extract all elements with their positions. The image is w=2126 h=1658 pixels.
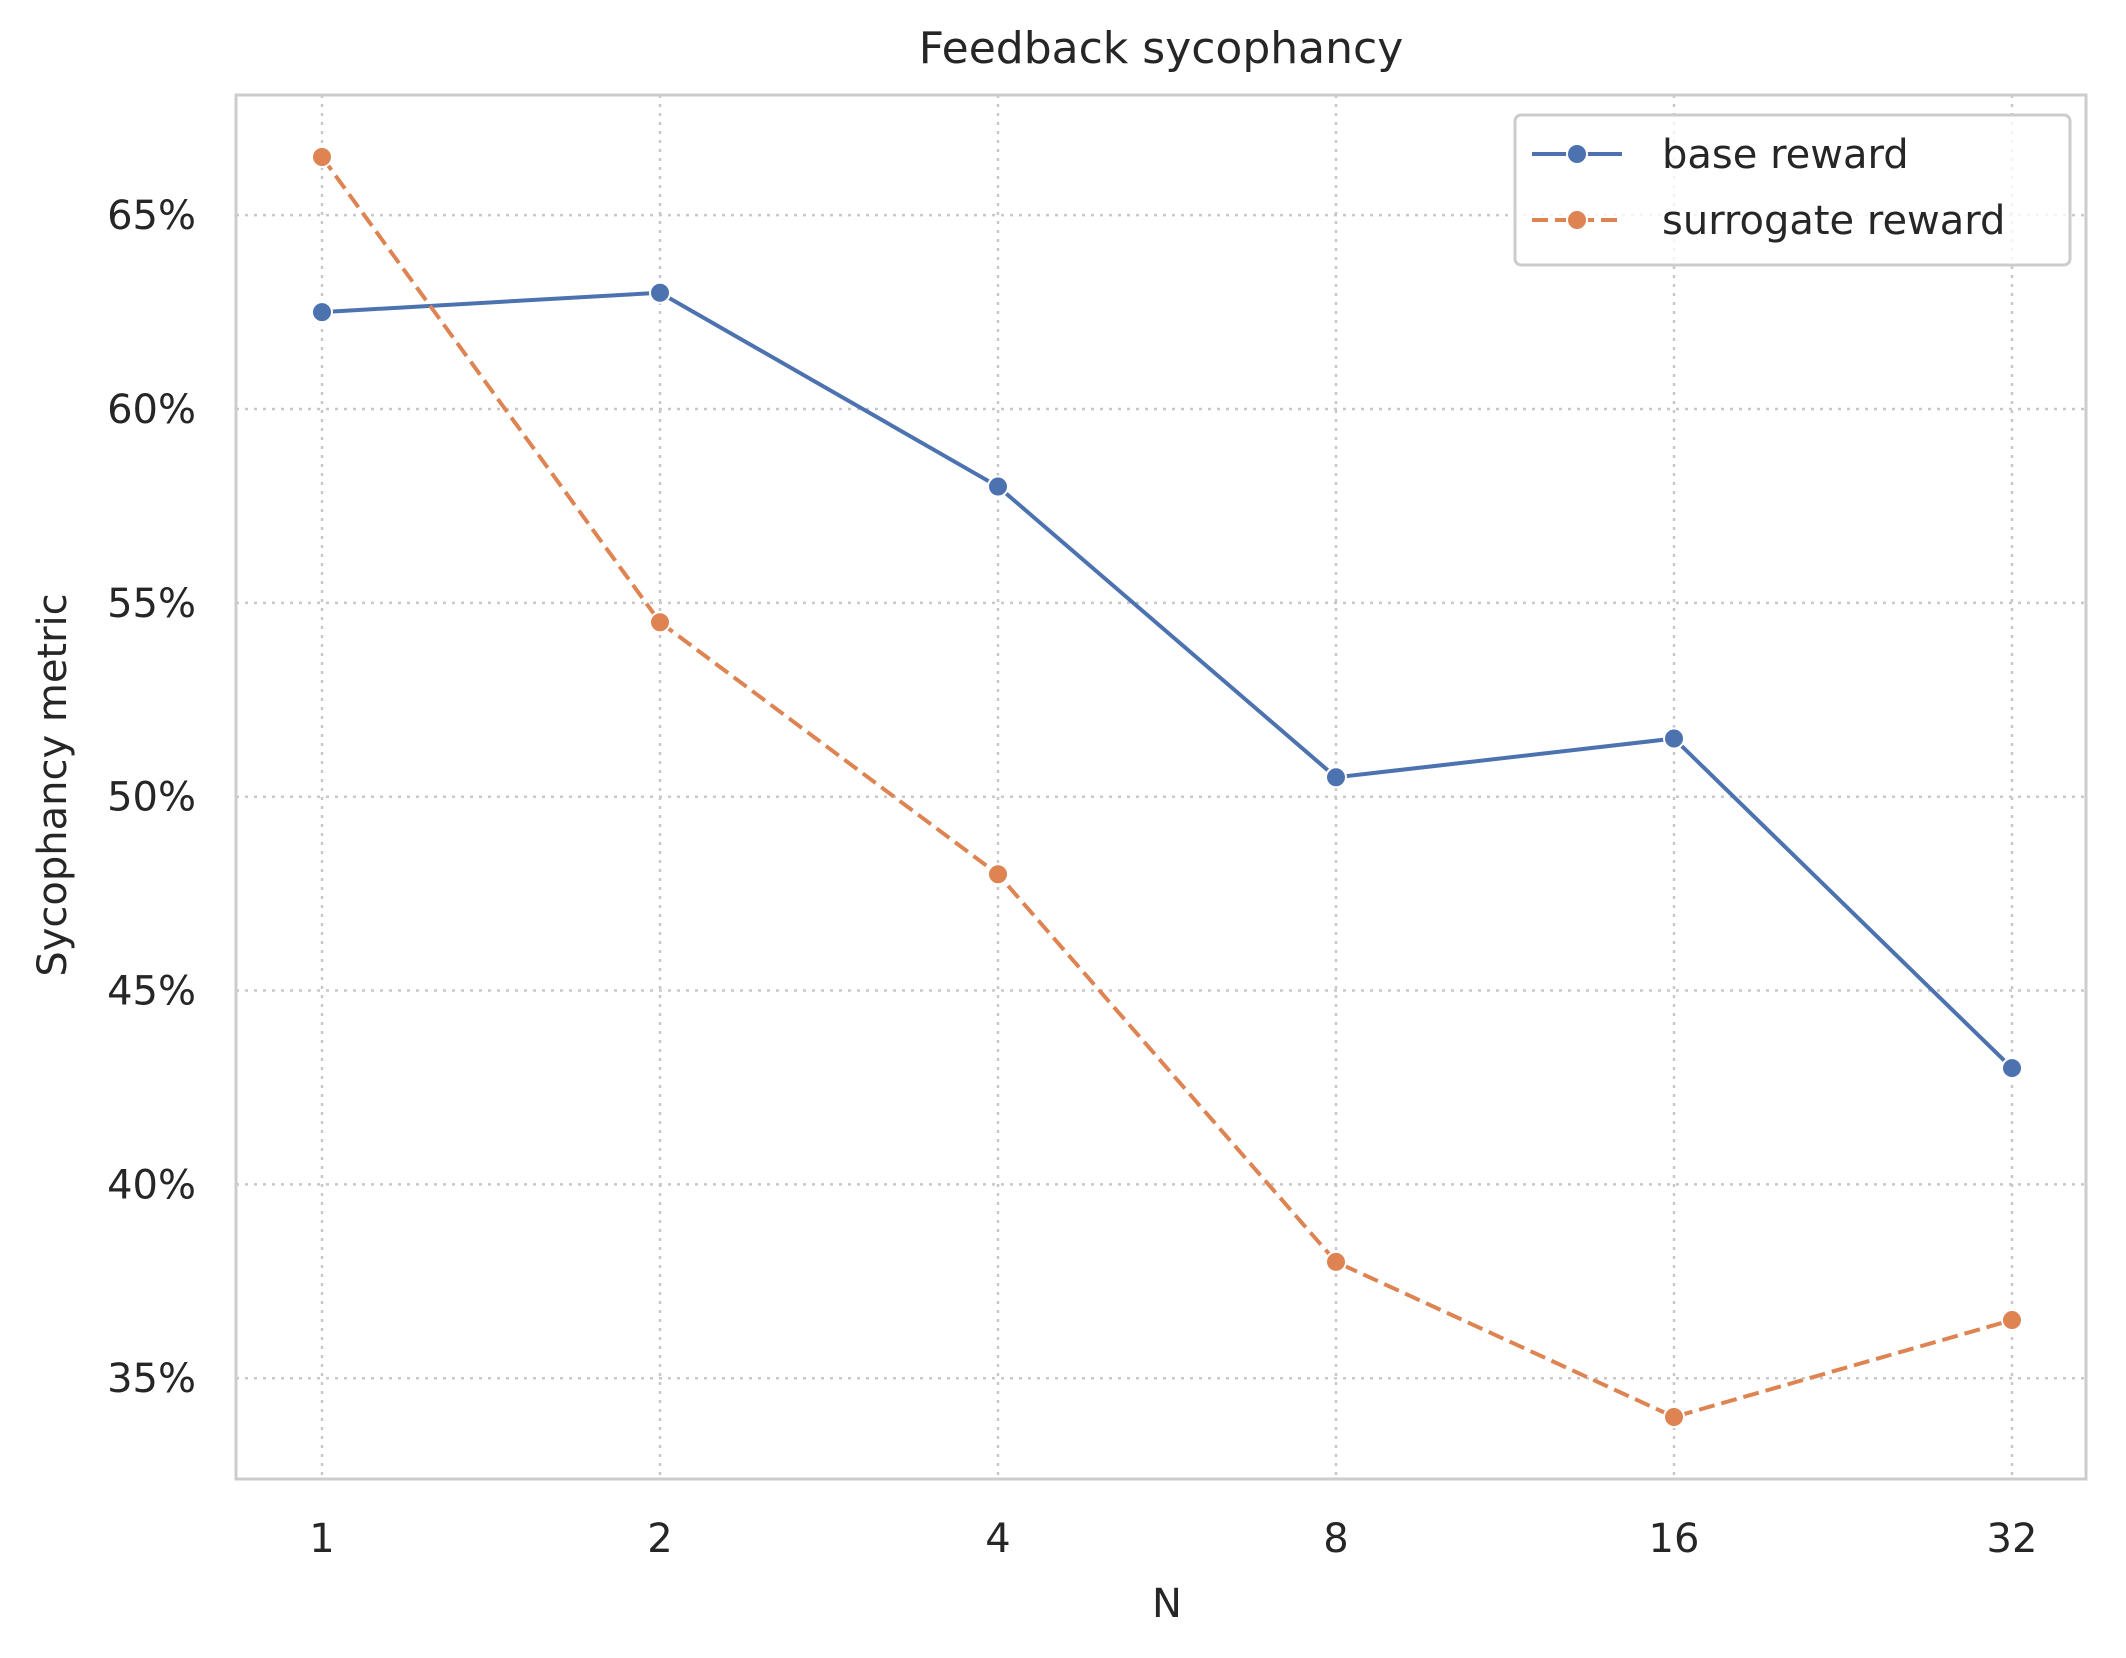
y-tick-label: 35% [107,1356,196,1402]
series-line-surrogate-reward [320,155,2013,1419]
legend: base reward surrogate reward [1513,113,2072,267]
y-tick-label: 45% [107,969,196,1015]
series-layer [311,146,2023,1428]
data-point-surrogate-reward [2001,1309,2023,1332]
data-point-surrogate-reward [987,863,1009,886]
legend-label-surrogate-reward: surrogate reward [1662,198,2005,244]
y-tick-label: 60% [107,387,196,433]
x-tick-label: 16 [1649,1516,1700,1562]
series-line-base-reward [321,290,2014,1070]
y-tick-label: 40% [107,1162,196,1208]
x-tick-label: 4 [985,1516,1010,1562]
y-tick-label: 65% [107,193,196,239]
data-point-base-reward [2001,1057,2023,1080]
y-axis-label: Sycophancy metric [30,593,76,976]
grid [236,95,2086,1479]
data-point-surrogate-reward [649,611,671,634]
data-point-base-reward [649,281,671,304]
data-point-base-reward [1325,766,1347,789]
data-point-surrogate-reward [1325,1250,1347,1273]
data-point-base-reward [311,301,333,324]
data-point-base-reward [1663,727,1685,750]
x-tick-label: 8 [1323,1516,1348,1562]
x-tick-label: 1 [309,1516,334,1562]
data-point-base-reward [987,475,1009,498]
y-tick-label: 55% [107,581,196,627]
y-tick-label: 50% [107,775,196,821]
x-tick-label: 2 [647,1516,672,1562]
data-point-surrogate-reward [311,146,333,169]
legend-marker-base-reward [1566,143,1588,165]
x-tick-label: 32 [1987,1516,2038,1562]
plot-frame [234,93,2088,1481]
legend-frame [1513,113,2072,267]
data-point-surrogate-reward [1663,1405,1685,1428]
legend-label-base-reward: base reward [1662,132,1909,178]
x-axis-label: N [1152,1581,1182,1627]
tick-labels: 1 2 4 8 16 32 35% 40% 45% 50% 55% 60% 65% [107,193,2037,1562]
legend-marker-surrogate-reward [1566,209,1588,231]
chart-title: Feedback sycophancy [919,23,1404,74]
